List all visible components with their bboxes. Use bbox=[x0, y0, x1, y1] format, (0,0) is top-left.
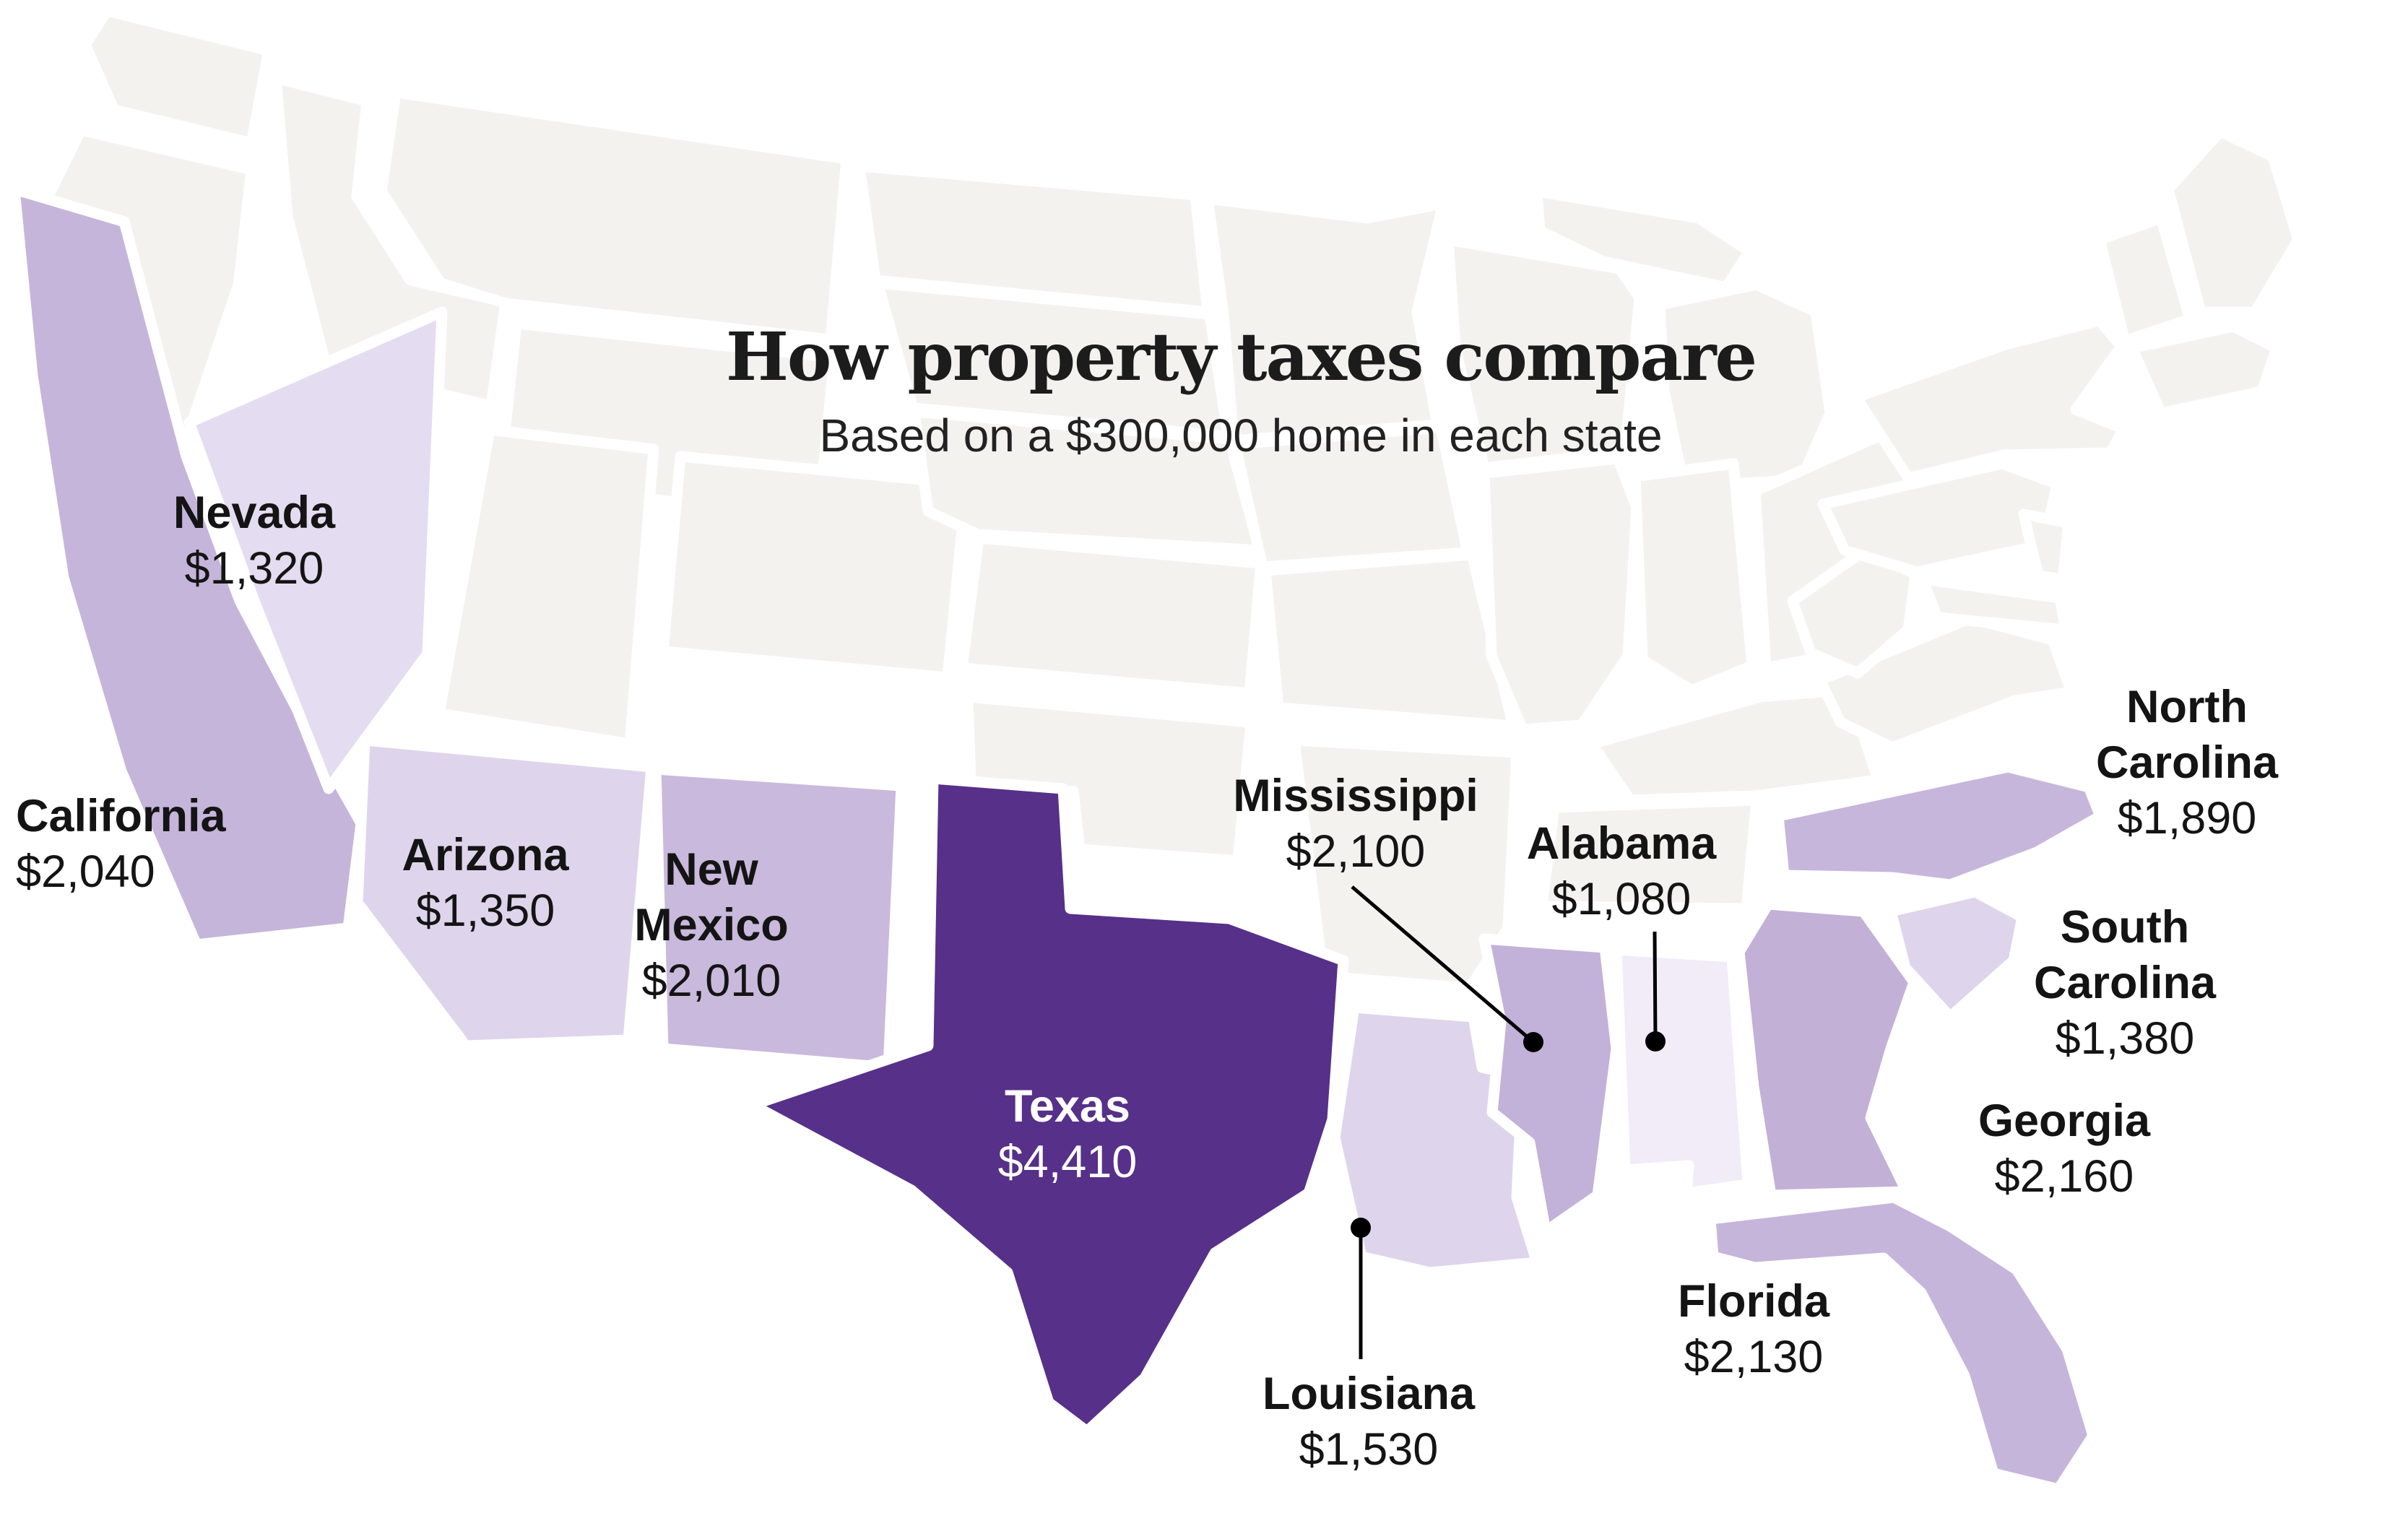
state-shape-missouri bbox=[1260, 549, 1519, 732]
state-shape-montana bbox=[376, 87, 852, 345]
state-label-north-carolina: North Carolina $1,890 bbox=[2096, 680, 2278, 846]
state-shape-maryland bbox=[1917, 573, 2071, 636]
state-name-line: South bbox=[2060, 902, 2190, 953]
state-value: $2,160 bbox=[1994, 1151, 2134, 1202]
state-shape-washington bbox=[79, 5, 274, 149]
state-value: $2,100 bbox=[1286, 826, 1426, 877]
state-name-line: California bbox=[16, 791, 226, 841]
state-shape-new-jersey bbox=[2018, 508, 2074, 585]
state-label-arizona: Arizona $1,350 bbox=[402, 828, 568, 939]
state-value: $1,890 bbox=[2117, 793, 2257, 844]
chart-title: How property taxes compare bbox=[726, 318, 1757, 396]
state-shape-michigan bbox=[1654, 279, 1836, 493]
state-shape-maine bbox=[2162, 126, 2304, 318]
state-value: $2,010 bbox=[641, 955, 781, 1006]
state-label-california: California $2,040 bbox=[16, 789, 226, 900]
state-shape-south-carolina bbox=[1885, 886, 2028, 1023]
state-name-line: Carolina bbox=[2033, 958, 2217, 1008]
state-value: $1,080 bbox=[1551, 874, 1692, 924]
state-name-line: Carolina bbox=[2095, 737, 2279, 788]
state-value: $1,320 bbox=[184, 543, 324, 594]
state-shape-colorado bbox=[657, 451, 972, 683]
state-value: $1,530 bbox=[1299, 1424, 1439, 1475]
state-shape-new-york bbox=[1850, 315, 2129, 484]
state-shape-nebraska bbox=[909, 406, 1265, 556]
leader-dot-mississippi bbox=[1523, 1032, 1543, 1052]
state-label-louisiana: Louisiana $1,530 bbox=[1263, 1366, 1475, 1478]
state-shape-minnesota bbox=[1202, 193, 1449, 446]
state-name-line: Arizona bbox=[402, 830, 569, 880]
state-name-line: New bbox=[664, 844, 758, 895]
state-shape-nevada bbox=[183, 306, 448, 794]
state-shape-massachusetts-ct-ri bbox=[2126, 321, 2282, 419]
state-name-line: Nevada bbox=[173, 487, 336, 538]
state-label-new-mexico: New Mexico $2,010 bbox=[634, 842, 789, 1009]
leader-line-mississippi bbox=[1351, 885, 1535, 1044]
state-shape-north-carolina bbox=[1772, 761, 2106, 890]
state-shape-alabama bbox=[1611, 944, 1754, 1199]
state-value: $2,130 bbox=[1684, 1332, 1824, 1382]
state-label-florida: Florida $2,130 bbox=[1678, 1274, 1829, 1385]
state-value: $1,380 bbox=[2055, 1013, 2195, 1064]
leader-dot-alabama bbox=[1645, 1031, 1666, 1052]
state-name-line: Georgia bbox=[1978, 1096, 2151, 1146]
state-value: $2,040 bbox=[16, 846, 155, 897]
state-name-line: Florida bbox=[1677, 1276, 1830, 1327]
state-name-line: Mexico bbox=[634, 900, 789, 950]
state-shape-arizona bbox=[352, 734, 657, 1052]
state-name-line: Louisiana bbox=[1262, 1369, 1476, 1419]
state-shape-tennessee bbox=[1536, 794, 1762, 914]
state-shape-mississippi bbox=[1478, 933, 1622, 1237]
state-name-line: Mississippi bbox=[1233, 771, 1478, 821]
state-shape-louisiana bbox=[1329, 1002, 1543, 1278]
state-label-georgia: Georgia $2,160 bbox=[1978, 1093, 2150, 1205]
leader-dot-louisiana bbox=[1351, 1218, 1371, 1238]
state-label-texas: Texas $4,410 bbox=[998, 1079, 1138, 1190]
state-shape-florida bbox=[1705, 1192, 2099, 1495]
state-label-south-carolina: South Carolina $1,380 bbox=[2034, 900, 2216, 1067]
state-shape-indiana bbox=[1629, 458, 1758, 696]
state-shape-kansas bbox=[956, 532, 1267, 699]
state-name-line: North bbox=[2126, 682, 2248, 732]
state-shape-texas bbox=[747, 773, 1349, 1437]
state-name-line: Texas bbox=[1005, 1081, 1130, 1132]
chart-subtitle: Based on a $300,000 home in each state bbox=[819, 409, 1663, 461]
state-value: $4,410 bbox=[997, 1137, 1138, 1187]
state-value: $1,350 bbox=[415, 885, 555, 936]
state-shape-vermont-nh bbox=[2094, 212, 2196, 347]
state-label-alabama: Alabama $1,080 bbox=[1527, 816, 1717, 927]
state-label-mississippi: Mississippi $2,100 bbox=[1233, 768, 1478, 880]
state-shape-utah bbox=[433, 424, 659, 750]
state-label-nevada: Nevada $1,320 bbox=[173, 485, 335, 597]
state-shape-georgia bbox=[1733, 898, 1920, 1201]
state-shape-illinois bbox=[1478, 453, 1642, 735]
state-name-line: Alabama bbox=[1526, 818, 1717, 869]
